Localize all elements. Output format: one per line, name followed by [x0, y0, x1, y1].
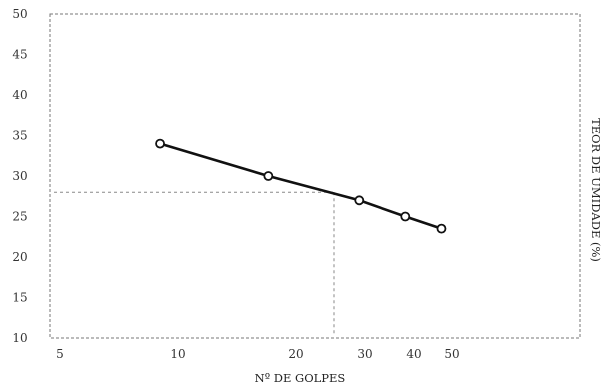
series-line	[159, 142, 442, 230]
data-point	[354, 195, 365, 206]
data-point	[263, 171, 274, 181]
reference-lines	[54, 191, 335, 334]
y-tick-label: 35	[12, 129, 27, 143]
x-tick-label: 10	[170, 347, 185, 361]
y-tick-label: 40	[12, 88, 27, 102]
y-tick-label: 15	[12, 291, 27, 305]
y-tick-label: 25	[12, 210, 27, 224]
x-tick-label: 5	[56, 347, 64, 361]
data-point	[400, 211, 411, 222]
x-axis-label: Nº DE GOLPES	[255, 371, 346, 385]
data-series	[155, 138, 447, 234]
x-tick-label: 30	[357, 347, 372, 361]
x-tick-label: 20	[288, 347, 303, 361]
data-point	[436, 223, 447, 234]
y-tick-label: 20	[12, 250, 27, 264]
x-tick-label: 50	[444, 347, 459, 361]
y-tick-label: 50	[12, 7, 27, 21]
x-axis-ticks: 5 10 20 30 40 50	[56, 347, 459, 361]
plot-frame	[49, 13, 581, 339]
y-tick-label: 30	[12, 169, 27, 183]
y-axis-label: TEOR DE UMIDADE (%)	[589, 118, 602, 262]
y-axis-ticks: 10 15 20 25 30 35 40 45 50	[12, 7, 27, 345]
x-tick-label: 40	[406, 347, 421, 361]
y-tick-label: 45	[12, 48, 27, 62]
data-point	[155, 138, 165, 149]
y-tick-label: 10	[12, 331, 27, 345]
